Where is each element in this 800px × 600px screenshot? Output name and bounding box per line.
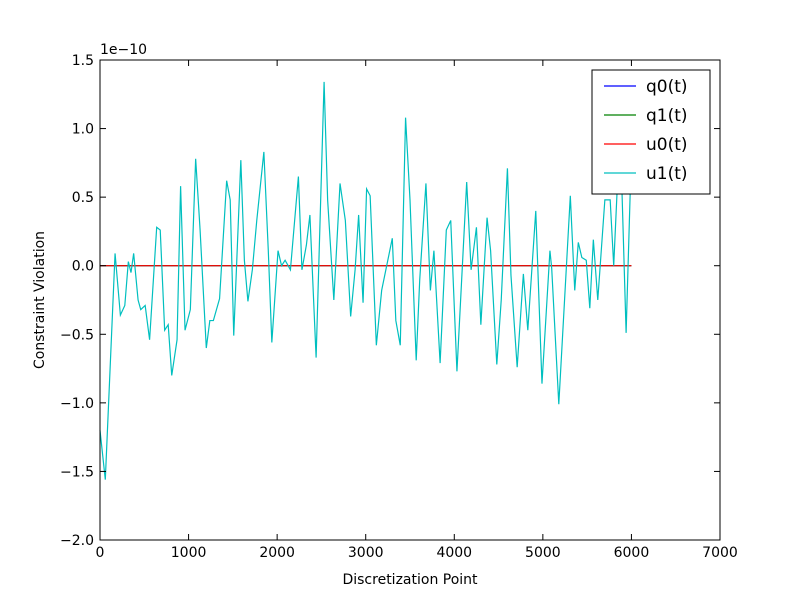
x-tick-label: 5000 <box>525 545 561 561</box>
series-line <box>99 81 633 480</box>
y-tick-label: 0.5 <box>72 190 94 206</box>
y-tick-label: −1.0 <box>60 396 94 412</box>
x-tick-label: 7000 <box>702 545 738 561</box>
legend-label: q0(t) <box>646 77 688 97</box>
y-offset-label: 1e−10 <box>100 42 147 58</box>
x-tick-label: 4000 <box>436 545 472 561</box>
plot-frame <box>99 59 721 541</box>
y-axis-label: Constraint Violation <box>32 231 48 369</box>
y-tick-label: 1.0 <box>72 122 94 138</box>
x-tick-label: 0 <box>96 545 105 561</box>
legend-label: q1(t) <box>646 106 688 126</box>
x-tick-label: 6000 <box>614 545 650 561</box>
legend-label: u1(t) <box>646 164 688 184</box>
y-tick-label: −1.5 <box>60 464 94 480</box>
x-tick-label: 1000 <box>171 545 207 561</box>
x-tick-label: 2000 <box>259 545 295 561</box>
y-tick-label: −0.5 <box>60 327 94 343</box>
y-tick-label: 0.0 <box>72 259 94 275</box>
x-axis-label: Discretization Point <box>342 572 478 588</box>
y-tick-label: 1.5 <box>72 53 94 69</box>
legend-label: u0(t) <box>646 135 688 155</box>
x-tick-label: 3000 <box>348 545 384 561</box>
y-tick-label: −2.0 <box>60 533 94 549</box>
